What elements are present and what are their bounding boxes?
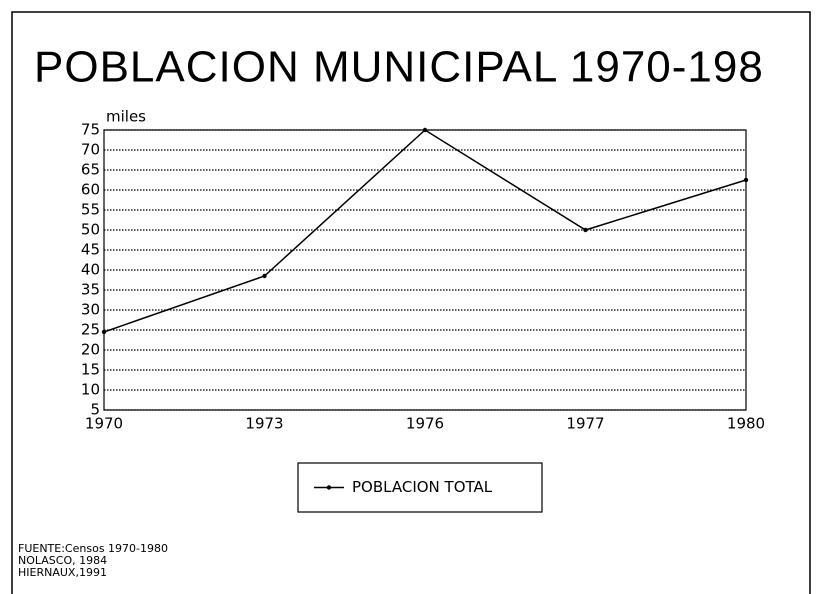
y-tick-label: 70 bbox=[81, 141, 100, 159]
y-tick-label: 40 bbox=[81, 261, 100, 279]
data-point bbox=[583, 227, 588, 233]
y-tick-label: 35 bbox=[81, 281, 100, 299]
x-tick-label: 1976 bbox=[406, 415, 444, 433]
y-tick-label: 30 bbox=[81, 301, 100, 319]
legend-swatch-dot bbox=[326, 485, 332, 490]
y-tick-label: 10 bbox=[81, 381, 100, 399]
y-tick-label: 65 bbox=[81, 161, 100, 179]
y-tick-label: 60 bbox=[81, 181, 100, 199]
source-line: HIERNAUX,1991 bbox=[18, 566, 107, 579]
y-tick-label: 45 bbox=[81, 241, 100, 259]
y-tick-label: 50 bbox=[81, 221, 100, 239]
data-point bbox=[422, 127, 428, 133]
y-axis-label: miles bbox=[106, 108, 146, 126]
data-point bbox=[101, 329, 107, 335]
data-line bbox=[103, 129, 747, 333]
x-tick-label: 1977 bbox=[566, 415, 604, 433]
y-tick-label: 5 bbox=[90, 401, 100, 419]
legend-label: POBLACION TOTAL bbox=[352, 478, 493, 496]
y-tick-label: 55 bbox=[81, 201, 100, 219]
source-line: NOLASCO, 1984 bbox=[18, 554, 107, 567]
x-tick-label: 1970 bbox=[85, 415, 123, 433]
legend-box bbox=[297, 462, 543, 513]
frame bbox=[11, 11, 811, 594]
data-point bbox=[743, 177, 749, 183]
source-line: FUENTE:Censos 1970-1980 bbox=[18, 542, 168, 555]
data-point bbox=[262, 273, 267, 279]
y-tick-label: 20 bbox=[81, 341, 100, 359]
y-tick-label: 75 bbox=[81, 121, 100, 139]
x-tick-label: 1980 bbox=[727, 415, 765, 433]
y-tick-label: 25 bbox=[81, 321, 100, 339]
chart-title: POBLACION MUNICIPAL 1970-198 bbox=[34, 43, 764, 92]
x-tick-label: 1973 bbox=[245, 415, 283, 433]
y-tick-label: 15 bbox=[81, 361, 100, 379]
